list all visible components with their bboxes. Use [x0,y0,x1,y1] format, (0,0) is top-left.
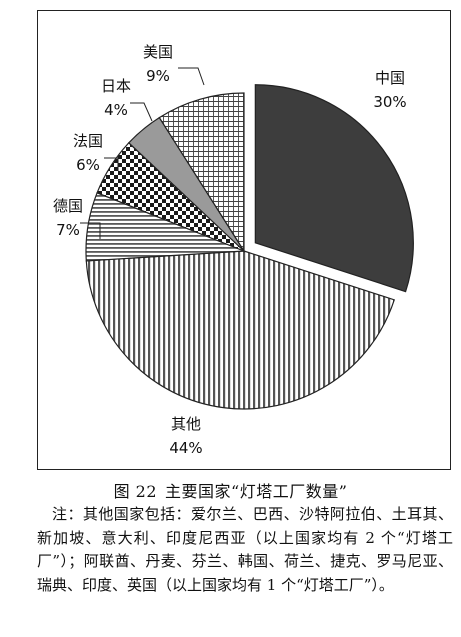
leader-line [80,222,101,239]
pie-slices [85,84,414,410]
chart-frame: 中国 30% 其他 44% 德国 7% 法国 6% 日本 4% 美国 9% [37,10,451,470]
figure-title: 主要国家“灯塔工厂数量” [165,482,348,501]
slice-label-name: 中国 [375,69,405,87]
slice-label-name: 其他 [171,415,201,433]
slice-label-percent: 30% [373,93,406,111]
slice-label-name: 德国 [53,197,83,215]
pie-slice-2 [85,250,396,410]
pie-slice-6 [158,92,245,254]
slice-label-percent: 9% [146,67,170,85]
pie-slice-1 [254,84,414,293]
slice-label-percent: 4% [104,101,128,119]
slice-labels: 中国 30% 其他 44% 德国 7% 法国 6% 日本 4% 美国 9% [53,43,407,457]
leader-line [104,157,119,171]
slice-label-name: 法国 [73,132,103,150]
slice-label-name: 日本 [101,77,131,95]
leader-line [130,102,153,122]
leader-line [178,67,205,86]
figure-number: 图 22 [113,482,158,501]
slice-label-percent: 7% [56,221,80,239]
figure-note: 注：其他国家包括：爱尔兰、巴西、沙特阿拉伯、土耳其、新加坡、意大利、印度尼西亚（… [37,505,453,594]
slice-label-name: 美国 [143,43,173,61]
slice-label-percent: 6% [76,156,100,174]
figure-caption: 图 22 主要国家“灯塔工厂数量” [0,478,461,502]
slice-label-percent: 44% [169,439,202,457]
leader-lines [80,67,205,239]
pie-chart: 中国 30% 其他 44% 德国 7% 法国 6% 日本 4% 美国 9% [53,43,414,457]
